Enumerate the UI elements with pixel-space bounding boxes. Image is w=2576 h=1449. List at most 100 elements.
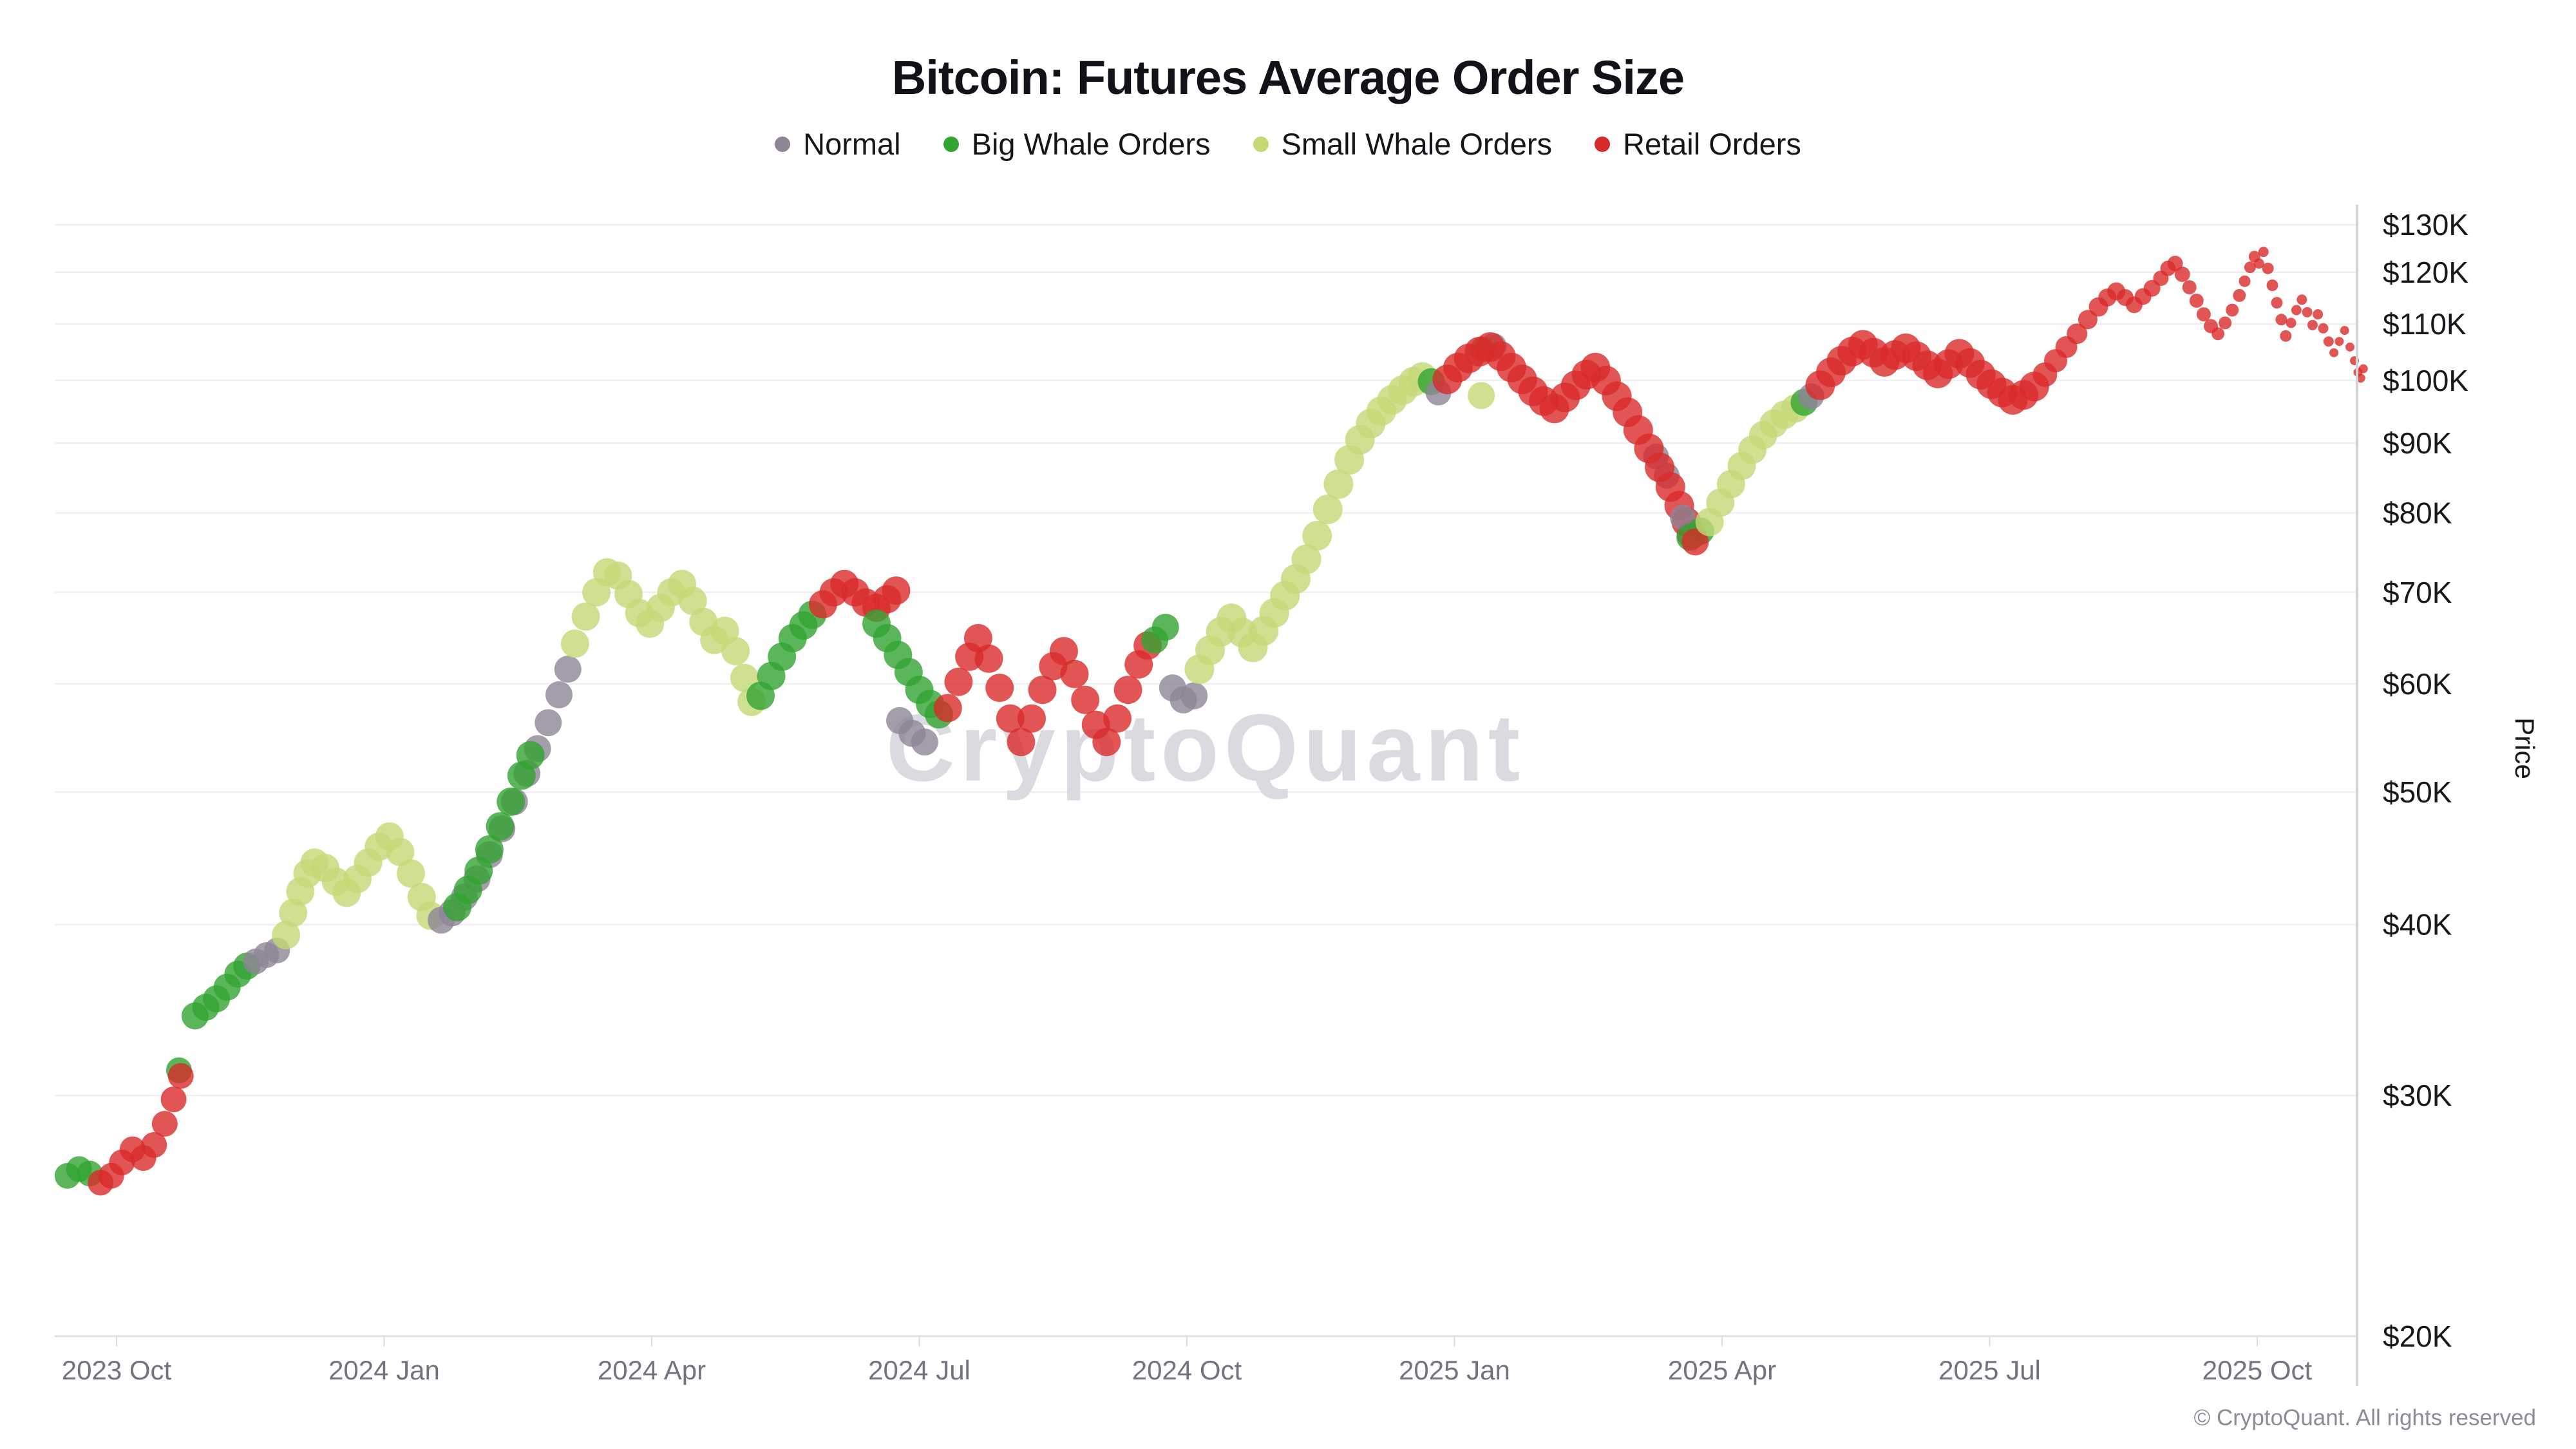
data-point	[2280, 330, 2292, 342]
legend-item-small-whale-orders[interactable]: Small Whale Orders	[1253, 126, 1552, 162]
y-tick-label: $130K	[2383, 208, 2468, 242]
data-point	[1468, 382, 1495, 410]
data-point	[2244, 261, 2256, 274]
segment-big-whale-orders	[443, 741, 545, 922]
data-point	[2226, 303, 2239, 317]
y-tick-label: $80K	[2383, 497, 2452, 530]
segment-small-whale-orders	[560, 558, 766, 716]
data-point	[2307, 319, 2318, 330]
data-point	[2358, 364, 2368, 374]
segment-small-whale-orders	[1184, 362, 1437, 685]
segment-small-whale-orders	[1468, 382, 1495, 410]
data-point	[2182, 280, 2197, 295]
data-point	[571, 602, 600, 631]
x-tick-label: 2025 Oct	[2202, 1355, 2313, 1385]
data-point	[554, 656, 582, 683]
legend-item-normal[interactable]: Normal	[775, 126, 901, 162]
data-point	[1681, 528, 1709, 556]
data-point	[2356, 374, 2365, 383]
y-tick-label: $40K	[2383, 908, 2452, 942]
data-point	[1028, 676, 1057, 705]
data-point	[678, 587, 707, 615]
segment-retail-orders	[808, 569, 911, 622]
x-axis-ticks: 2023 Oct 2024 Jan 2024 Apr 2024 Jul 2024 Oct…	[62, 1336, 2313, 1385]
y-tick-label: $20K	[2383, 1320, 2452, 1353]
data-point	[996, 704, 1025, 733]
data-point	[279, 898, 308, 927]
data-point	[974, 644, 1003, 673]
data-point	[1180, 682, 1208, 710]
y-tick-label: $60K	[2383, 667, 2452, 701]
y-tick-label: $50K	[2383, 775, 2452, 809]
data-point	[1060, 659, 1089, 688]
data-point	[160, 1086, 187, 1113]
segment-big-whale-orders	[1141, 614, 1179, 654]
data-point	[2334, 337, 2344, 346]
segment-retail-orders	[1805, 330, 2049, 415]
legend-item-label: Normal	[803, 127, 901, 161]
data-point	[386, 838, 415, 866]
data-point	[1302, 520, 1332, 551]
y-tick-label: $70K	[2383, 576, 2452, 609]
data-point	[2233, 289, 2246, 302]
data-point	[2196, 307, 2211, 322]
segment-small-whale-orders	[272, 822, 445, 949]
segment-normal	[1159, 674, 1208, 714]
legend-item-big-whale-orders[interactable]: Big Whale Orders	[943, 126, 1211, 162]
y-tick-label: $120K	[2383, 256, 2468, 289]
data-point	[475, 835, 504, 864]
x-tick-label: 2025 Jan	[1399, 1355, 1510, 1385]
segment-retail-orders	[2032, 247, 2368, 387]
data-point	[2211, 327, 2225, 341]
data-point	[2340, 326, 2349, 336]
legend-dot-icon	[943, 136, 959, 152]
watermark: CryptoQuant	[886, 695, 1525, 801]
segment-retail-orders	[933, 623, 1162, 757]
y-tick-label: $100K	[2383, 364, 2468, 397]
x-tick-label: 2024 Oct	[1132, 1355, 1242, 1385]
segment-normal	[886, 706, 938, 756]
data-point	[545, 681, 573, 708]
data-point	[2067, 323, 2088, 345]
data-point	[2174, 266, 2190, 282]
data-point	[2318, 323, 2329, 334]
data-point	[2329, 348, 2339, 357]
data-point	[2302, 307, 2313, 317]
data-point	[535, 709, 562, 737]
copyright: © CryptoQuant. All rights reserved	[2193, 1405, 2536, 1430]
data-point	[2253, 258, 2264, 269]
data-point	[882, 576, 911, 605]
data-point	[1092, 728, 1121, 757]
data-point	[933, 694, 962, 723]
data-point	[151, 1111, 178, 1137]
data-point	[2239, 275, 2251, 287]
legend: Normal Big Whale Orders Small Whale Orders…	[0, 126, 2576, 162]
data-point	[1049, 637, 1078, 666]
legend-item-label: Big Whale Orders	[971, 127, 1211, 161]
legend-dot-icon	[1595, 136, 1610, 152]
data-point	[1312, 494, 1343, 524]
x-tick-label: 2025 Apr	[1668, 1355, 1776, 1385]
data-point	[497, 787, 526, 816]
data-point	[2189, 293, 2204, 308]
y-axis-title: Price	[2510, 717, 2540, 779]
data-point	[464, 857, 493, 886]
x-tick-label: 2023 Oct	[62, 1355, 172, 1385]
data-point	[516, 741, 545, 770]
x-tick-label: 2024 Jan	[328, 1355, 440, 1385]
segment-big-whale-orders	[746, 600, 827, 710]
y-tick-label: $110K	[2383, 307, 2467, 341]
data-point	[141, 1132, 167, 1158]
x-tick-label: 2024 Jul	[868, 1355, 971, 1385]
data-point	[1007, 728, 1036, 757]
segment-retail-orders	[88, 1063, 194, 1196]
y-axis-ticks: $130K $120K $110K $100K $90K $80K $70K $60K $50K…	[2383, 208, 2468, 1353]
data-point	[1323, 469, 1354, 499]
data-point	[1113, 676, 1142, 705]
data-point	[2286, 317, 2297, 328]
data-point	[2313, 309, 2324, 320]
legend-item-retail-orders[interactable]: Retail Orders	[1595, 126, 1801, 162]
data-point	[2262, 262, 2274, 274]
